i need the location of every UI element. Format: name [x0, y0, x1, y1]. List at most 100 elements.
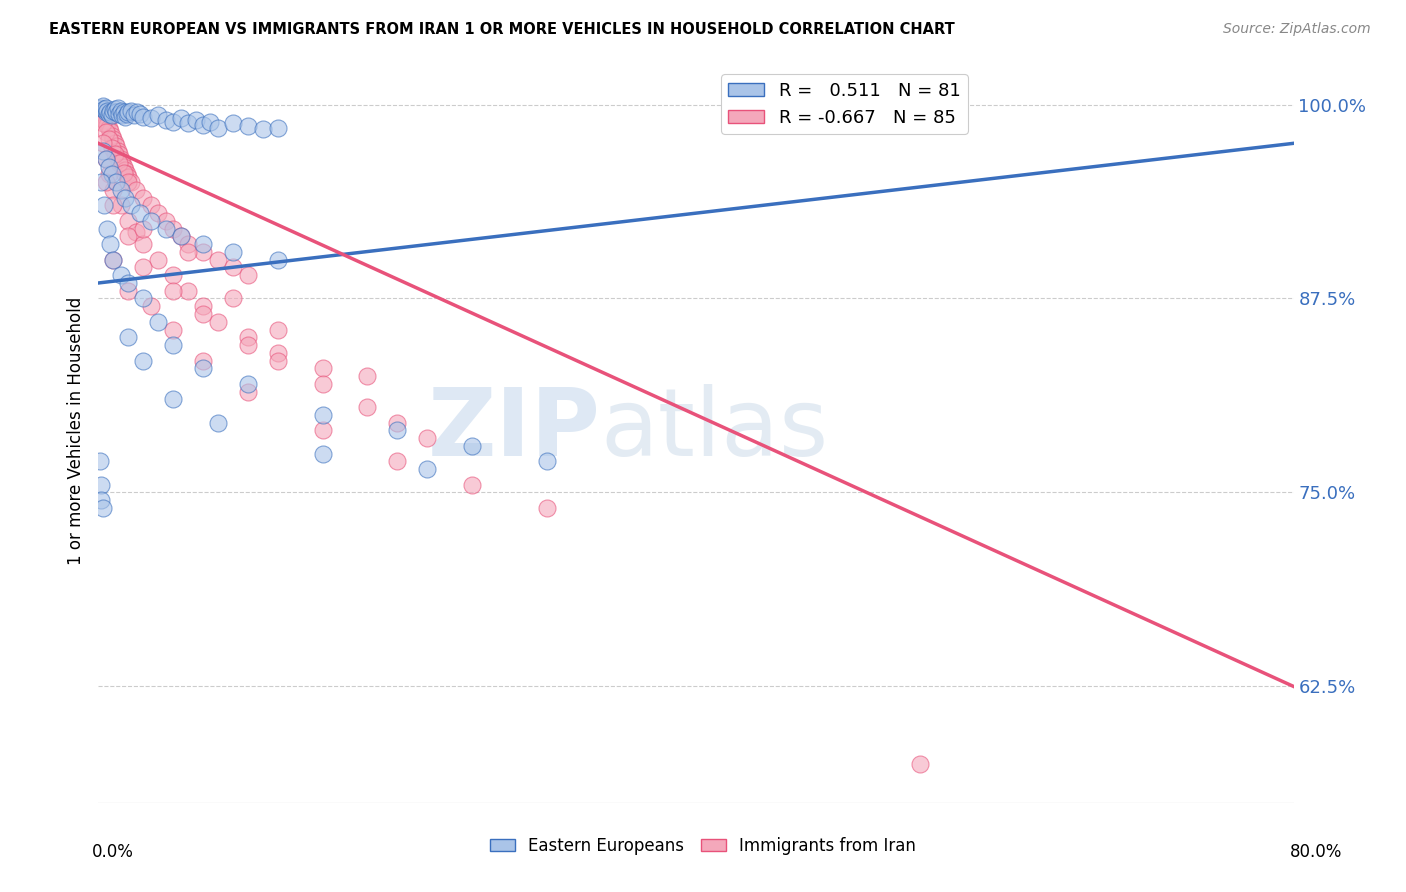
Point: [114, 162, 136, 177]
Point: [91, 136, 114, 151]
Point: [252, 122, 274, 136]
Point: [94, 152, 117, 166]
Point: [110, 152, 132, 166]
Point: [117, 105, 139, 120]
Point: [94, 105, 117, 120]
Point: [97, 160, 120, 174]
Point: [207, 416, 229, 430]
Point: [107, 101, 129, 115]
Point: [139, 112, 162, 126]
Point: [96, 221, 118, 235]
Point: [108, 156, 131, 170]
Point: [536, 500, 558, 515]
Point: [90, 105, 112, 120]
Point: [108, 107, 131, 121]
Point: [191, 244, 214, 259]
Point: [129, 206, 152, 220]
Point: [177, 284, 200, 298]
Point: [115, 107, 138, 121]
Point: [155, 113, 177, 128]
Point: [103, 183, 125, 197]
Point: [311, 447, 333, 461]
Point: [184, 113, 207, 128]
Point: [98, 237, 122, 252]
Point: [112, 105, 135, 120]
Point: [105, 105, 128, 120]
Point: [148, 252, 170, 267]
Point: [98, 124, 122, 138]
Point: [94, 125, 117, 139]
Point: [101, 141, 124, 155]
Point: [117, 175, 139, 189]
Point: [104, 136, 127, 151]
Point: [162, 338, 184, 352]
Point: [162, 284, 184, 298]
Point: [103, 252, 125, 267]
Point: [267, 322, 290, 336]
Point: [236, 330, 259, 344]
Point: [461, 477, 484, 491]
Point: [236, 384, 259, 399]
Point: [125, 183, 148, 197]
Point: [112, 166, 135, 180]
Point: [132, 260, 155, 275]
Point: [101, 128, 124, 143]
Point: [148, 206, 170, 220]
Point: [169, 229, 191, 244]
Point: [155, 221, 177, 235]
Point: [90, 175, 112, 189]
Point: [132, 191, 155, 205]
Point: [103, 131, 125, 145]
Point: [132, 221, 155, 235]
Point: [115, 167, 138, 181]
Point: [104, 147, 127, 161]
Point: [94, 116, 117, 130]
Point: [96, 118, 118, 132]
Point: [385, 454, 409, 468]
Point: [416, 462, 439, 476]
Point: [311, 376, 333, 391]
Text: 80.0%: 80.0%: [1291, 843, 1343, 861]
Point: [148, 315, 170, 329]
Point: [132, 237, 155, 252]
Point: [191, 237, 214, 252]
Point: [267, 353, 290, 368]
Point: [267, 120, 290, 135]
Point: [132, 110, 155, 124]
Point: [139, 299, 162, 313]
Point: [236, 376, 259, 391]
Point: [139, 214, 162, 228]
Point: [117, 330, 139, 344]
Point: [105, 139, 128, 153]
Point: [191, 353, 214, 368]
Point: [385, 423, 409, 437]
Point: [127, 105, 149, 120]
Legend: R =   0.511   N = 81, R = -0.667   N = 85: R = 0.511 N = 81, R = -0.667 N = 85: [721, 74, 967, 134]
Point: [207, 252, 229, 267]
Point: [908, 757, 931, 772]
Point: [90, 493, 112, 508]
Point: [236, 338, 259, 352]
Point: [222, 116, 245, 130]
Point: [110, 268, 132, 283]
Point: [103, 198, 125, 212]
Point: [93, 198, 115, 212]
Point: [108, 147, 131, 161]
Point: [162, 392, 184, 407]
Point: [207, 120, 229, 135]
Point: [311, 361, 333, 376]
Point: [117, 276, 139, 290]
Point: [114, 110, 136, 124]
Point: [111, 155, 134, 169]
Point: [177, 116, 200, 130]
Point: [222, 260, 245, 275]
Point: [93, 102, 115, 116]
Point: [120, 175, 142, 189]
Point: [356, 400, 378, 414]
Point: [191, 361, 214, 376]
Point: [416, 431, 439, 445]
Text: atlas: atlas: [600, 384, 828, 476]
Point: [155, 214, 177, 228]
Point: [111, 108, 134, 122]
Point: [177, 237, 200, 252]
